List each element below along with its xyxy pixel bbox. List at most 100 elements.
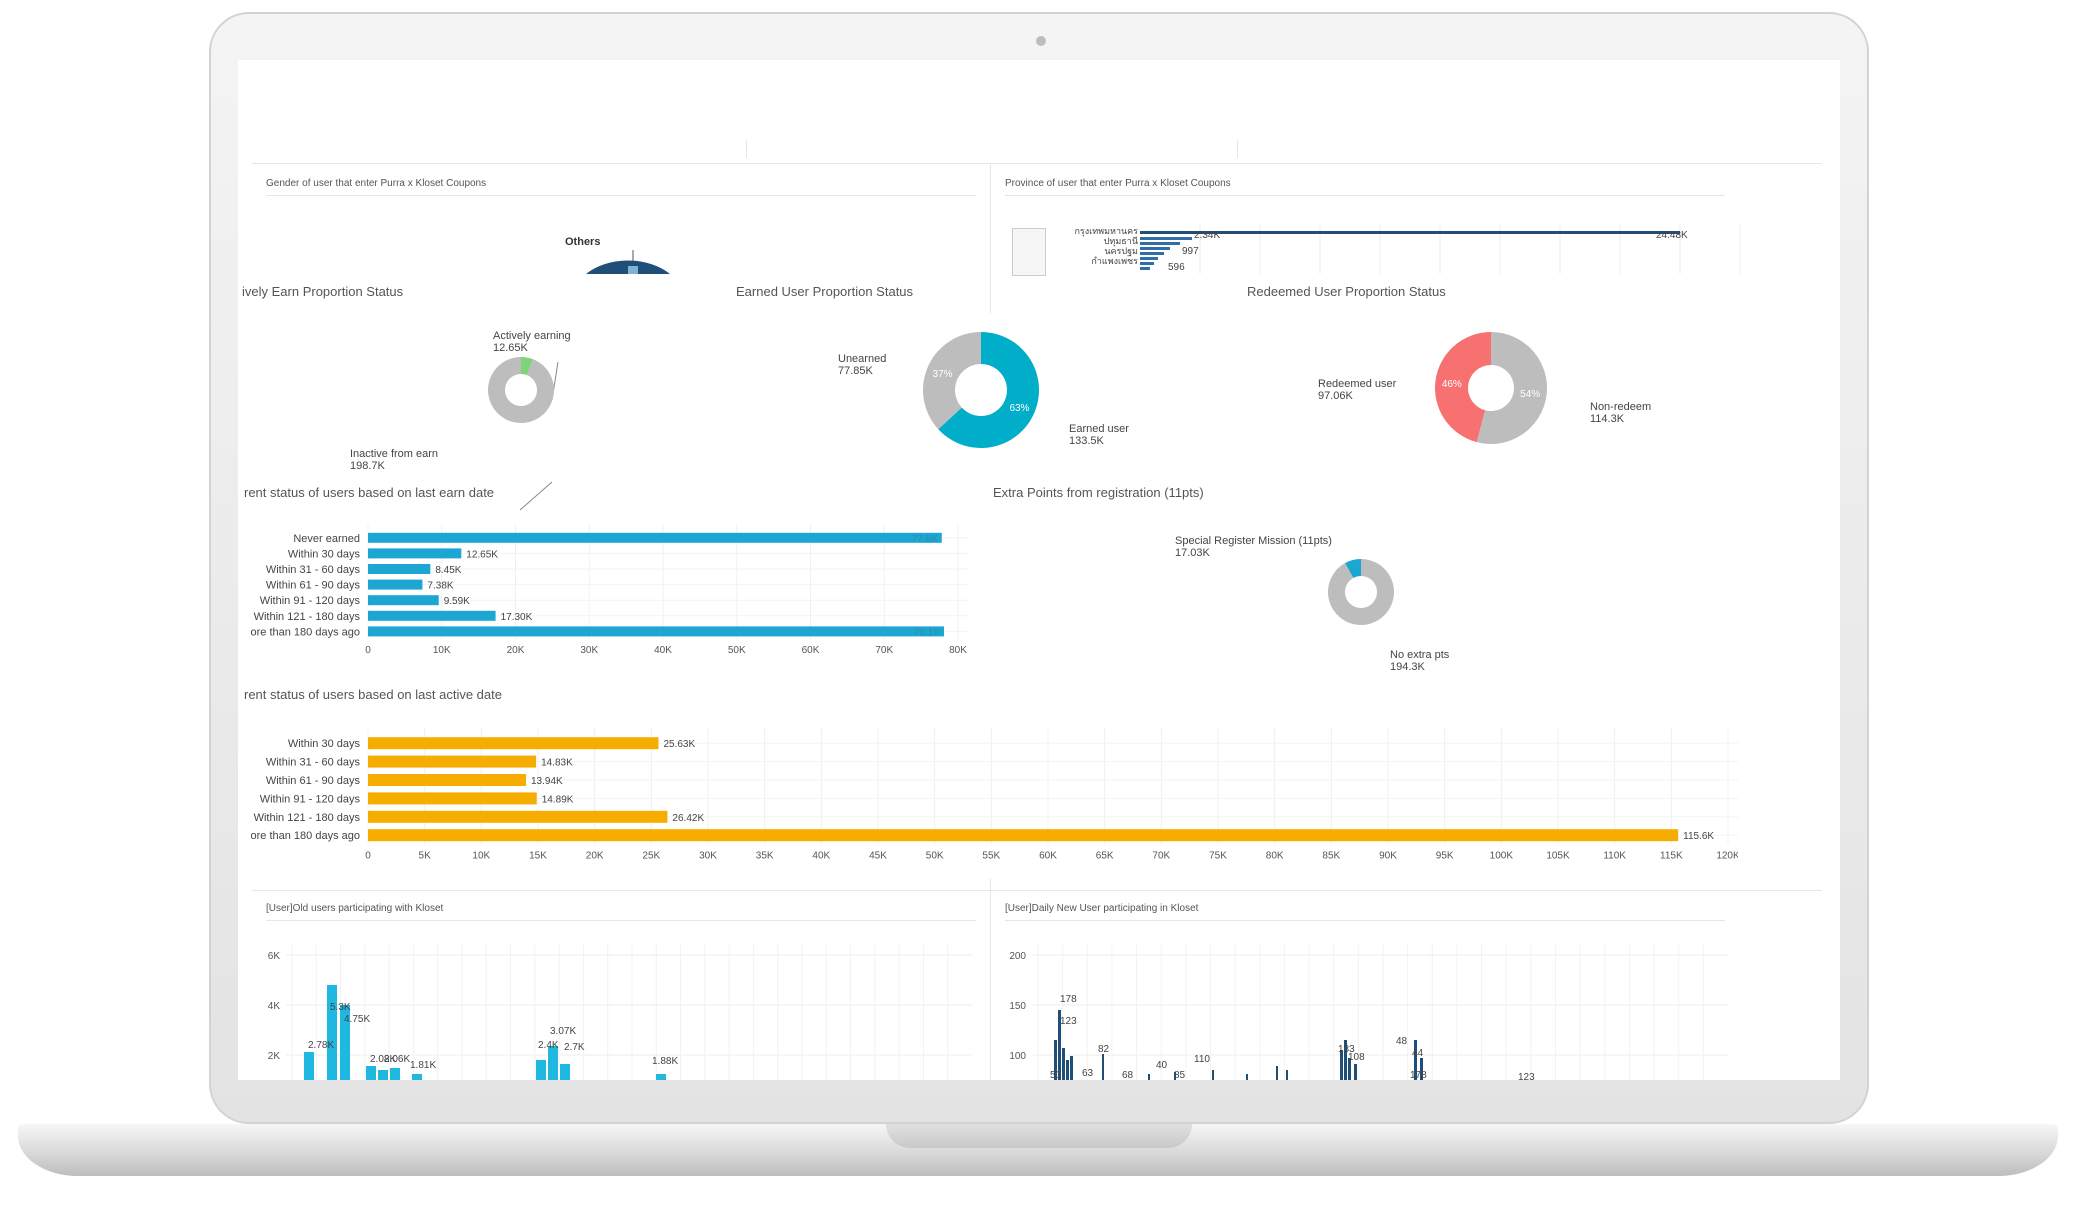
axis-tick-label: 30K — [699, 850, 717, 861]
donut-slice — [488, 357, 554, 423]
donut-percent-label: 63% — [1009, 403, 1029, 414]
axis-tick-label: 6K — [268, 951, 281, 962]
axis-tick-label: 110K — [1603, 850, 1626, 861]
axis-tick-label: 50K — [728, 645, 746, 656]
bar-value-label: 123 — [1060, 1016, 1077, 1027]
bar — [390, 1068, 400, 1080]
bar — [304, 1052, 314, 1080]
bar-value-label: 26.42K — [672, 813, 704, 824]
province-row: กรุงเทพมหานคร — [1074, 226, 1138, 236]
bar-value-label: 4.75K — [344, 1014, 370, 1025]
donut-slice — [521, 357, 534, 376]
gender-others-label: Others — [565, 236, 601, 248]
axis-tick-label: 15K — [529, 850, 547, 861]
bar — [368, 610, 496, 621]
donut-label: Unearned 77.85K — [838, 353, 887, 377]
bar-value-label: 25.63K — [663, 739, 695, 750]
donut-percent-label: 46% — [1442, 379, 1462, 390]
bar-value-label: 51 — [1050, 1070, 1062, 1080]
bar — [368, 595, 439, 606]
category-label: Within 91 - 120 days — [260, 793, 361, 805]
axis-tick-label: 55K — [982, 850, 1000, 861]
axis-tick-label: 10K — [433, 645, 451, 656]
bar — [1070, 1056, 1073, 1080]
donut-label: Earned user 133.5K — [1069, 423, 1129, 447]
donut-title-active-earn: ively Earn Proportion Status — [242, 284, 404, 299]
donut-title-earned-user: Earned User Proportion Status — [736, 284, 914, 299]
bar-value-label: 133 — [1338, 1044, 1355, 1055]
category-label: Within 121 - 180 days — [254, 611, 361, 623]
bar — [368, 626, 944, 637]
province-bar-chart — [1140, 224, 1741, 274]
axis-tick-label: 60K — [1039, 850, 1057, 861]
province-labels: กรุงเทพมหานคร ปทุมธานี นครปฐม กำแพงเพชร — [1058, 226, 1138, 266]
axis-tick-label: 120K — [1716, 850, 1738, 861]
axis-tick-label: 40K — [654, 645, 672, 656]
axis-tick-label: 0 — [365, 645, 371, 656]
bar — [368, 579, 423, 590]
bar-value-label: 14.83K — [541, 758, 573, 769]
category-label: ore than 180 days ago — [251, 626, 360, 638]
bar — [340, 1005, 350, 1080]
donut-label: Special Register Mission (11pts) 17.03K — [1175, 535, 1332, 559]
donut-percent-label: 37% — [933, 369, 953, 380]
axis-tick-label: 65K — [1096, 850, 1114, 861]
bar — [1212, 1070, 1214, 1080]
divider — [1005, 195, 1725, 196]
chart-old-users: 6K 4K 2K 2.78K 5.3K 4.75K 2.08K 2.06K 1.81K 2.4K 3… — [252, 940, 982, 1080]
donut-label: Inactive from earn 198.7K — [350, 448, 439, 472]
axis-tick-label: 85K — [1322, 850, 1340, 861]
donut-chart-earned-user: 37% 63% — [921, 330, 1041, 455]
province-row: นครปฐม — [1104, 246, 1138, 256]
bar-value-label: 178 — [1410, 1070, 1427, 1080]
bar — [560, 1064, 570, 1080]
axis-tick-label: 10K — [472, 850, 490, 861]
donut-chart-active-earn — [486, 355, 556, 430]
bar — [368, 755, 537, 768]
bar-value-label: 1.88K — [652, 1056, 678, 1067]
donut-label: Redeemed user 97.06K — [1318, 378, 1397, 402]
bar — [1054, 1040, 1057, 1080]
axis-tick-label: 60K — [802, 645, 820, 656]
bar — [1344, 1040, 1347, 1080]
dashboard-screen: Gender of user that enter Purra x Kloset… — [238, 60, 1840, 1080]
bar-value-label: 13.94K — [531, 776, 563, 787]
old-users-panel-title: [User]Old users participating with Klose… — [266, 903, 444, 914]
axis-tick-label: 100 — [1009, 1051, 1026, 1062]
bar — [368, 564, 431, 574]
bar-value-label: 108 — [1348, 1052, 1365, 1063]
bar — [1102, 1054, 1104, 1080]
bar-value-label: 123 — [1518, 1072, 1535, 1080]
bar-value-label: 12.65K — [466, 549, 498, 560]
donut-slice — [1435, 332, 1491, 443]
bar — [1286, 1070, 1288, 1080]
bar — [368, 829, 1679, 842]
axis-tick-label: 105K — [1546, 850, 1570, 861]
axis-tick-label: 115K — [1660, 850, 1683, 861]
category-label: Within 30 days — [288, 738, 361, 750]
divider — [1237, 140, 1238, 158]
axis-tick-label: 80K — [1266, 850, 1284, 861]
divider — [252, 163, 1822, 164]
province-scroll-thumb[interactable] — [1012, 228, 1046, 276]
bar-value-label: 78.1K — [914, 627, 940, 638]
axis-tick-label: 30K — [580, 645, 598, 656]
axis-tick-label: 4K — [268, 1001, 281, 1012]
bar-value-label: 2.4K — [538, 1040, 559, 1051]
donut-chart-redeemed-user: 46% 54% — [1433, 330, 1549, 451]
bar-value-label: 17.30K — [501, 612, 533, 623]
bar — [368, 792, 537, 805]
webcam-icon — [1036, 36, 1046, 46]
bar-value-label: 77.8K — [912, 534, 938, 545]
bar-value-label: 5.3K — [330, 1002, 351, 1013]
axis-tick-label: 20K — [507, 645, 525, 656]
laptop-notch — [886, 1124, 1192, 1148]
axis-tick-label: 2K — [268, 1051, 281, 1062]
donut-slice — [1328, 559, 1394, 625]
category-label: Within 121 - 180 days — [254, 812, 361, 824]
bar — [656, 1074, 666, 1080]
bar-value-label: 178 — [1060, 994, 1077, 1005]
bar — [1148, 1074, 1150, 1080]
donut-label: No extra pts 194.3K — [1390, 649, 1450, 673]
province-value: 2.34K — [1194, 230, 1221, 241]
